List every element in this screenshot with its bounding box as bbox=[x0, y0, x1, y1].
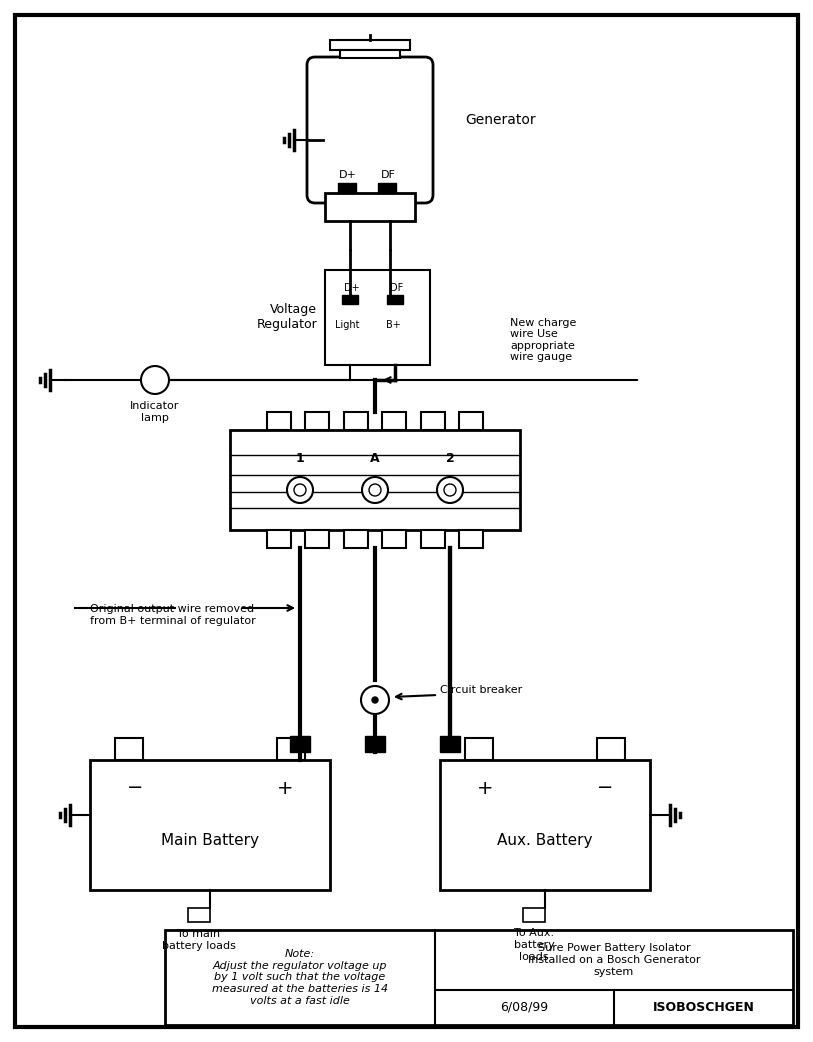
Bar bbox=[267, 530, 290, 548]
Bar bbox=[230, 430, 520, 530]
Circle shape bbox=[372, 697, 378, 703]
Bar bbox=[523, 908, 545, 922]
Bar bbox=[597, 738, 625, 760]
Bar bbox=[325, 193, 415, 221]
Text: 2: 2 bbox=[446, 451, 454, 465]
Circle shape bbox=[361, 686, 389, 714]
Bar bbox=[421, 530, 445, 548]
Text: A: A bbox=[370, 451, 380, 465]
Text: DF: DF bbox=[380, 170, 395, 180]
Circle shape bbox=[287, 477, 313, 503]
Bar bbox=[440, 736, 460, 752]
Bar bbox=[340, 50, 400, 58]
Text: Note:
Adjust the regulator voltage up
by 1 volt such that the voltage
measured a: Note: Adjust the regulator voltage up by… bbox=[212, 949, 388, 1006]
Text: ISOBOSCHGEN: ISOBOSCHGEN bbox=[653, 1001, 754, 1014]
Bar bbox=[267, 412, 290, 430]
Text: −: − bbox=[597, 778, 613, 797]
Text: Voltage
Regulator: Voltage Regulator bbox=[256, 303, 317, 331]
Bar bbox=[387, 295, 403, 304]
Text: New charge
wire Use
appropriate
wire gauge: New charge wire Use appropriate wire gau… bbox=[510, 318, 576, 363]
Bar bbox=[165, 931, 793, 1025]
Circle shape bbox=[294, 483, 306, 496]
Text: Aux. Battery: Aux. Battery bbox=[498, 833, 593, 847]
Bar bbox=[459, 530, 484, 548]
Circle shape bbox=[369, 483, 381, 496]
Bar bbox=[465, 738, 493, 760]
Bar bbox=[188, 908, 210, 922]
Bar bbox=[290, 736, 310, 752]
Bar bbox=[365, 736, 385, 752]
Text: B+: B+ bbox=[385, 320, 400, 330]
Bar bbox=[382, 412, 406, 430]
Text: Original output wire removed
from B+ terminal of regulator: Original output wire removed from B+ ter… bbox=[90, 604, 256, 626]
Text: Indicator
lamp: Indicator lamp bbox=[130, 401, 180, 423]
Text: Generator: Generator bbox=[465, 113, 536, 127]
Bar bbox=[459, 412, 484, 430]
Bar bbox=[330, 40, 410, 50]
Text: Light: Light bbox=[335, 320, 359, 330]
Circle shape bbox=[444, 483, 456, 496]
Bar bbox=[382, 530, 406, 548]
Text: Sure Power Battery Isolator
Installed on a Bosch Generator
system: Sure Power Battery Isolator Installed on… bbox=[528, 943, 700, 976]
Bar bbox=[305, 530, 329, 548]
Text: 6/08/99: 6/08/99 bbox=[501, 1001, 549, 1014]
Bar bbox=[325, 270, 430, 365]
Circle shape bbox=[437, 477, 463, 503]
Bar bbox=[440, 760, 650, 890]
Text: +: + bbox=[276, 778, 293, 797]
Bar bbox=[344, 530, 367, 548]
Text: DF: DF bbox=[390, 283, 403, 293]
Bar bbox=[115, 738, 143, 760]
Circle shape bbox=[141, 366, 169, 394]
Text: 1: 1 bbox=[296, 451, 304, 465]
Bar bbox=[342, 295, 358, 304]
Text: Main Battery: Main Battery bbox=[161, 833, 259, 847]
Bar bbox=[90, 760, 330, 890]
FancyBboxPatch shape bbox=[307, 57, 433, 203]
Text: To main
battery loads: To main battery loads bbox=[162, 929, 236, 950]
Bar bbox=[378, 183, 396, 193]
Text: Circuit breaker: Circuit breaker bbox=[440, 685, 522, 695]
Text: D+: D+ bbox=[344, 283, 360, 293]
Text: −: − bbox=[127, 778, 143, 797]
Bar bbox=[338, 183, 356, 193]
Text: D+: D+ bbox=[339, 170, 357, 180]
Bar bbox=[277, 738, 305, 760]
Text: To Aux.
battery
loads: To Aux. battery loads bbox=[514, 928, 554, 962]
Circle shape bbox=[362, 477, 388, 503]
Bar bbox=[421, 412, 445, 430]
Text: +: + bbox=[476, 778, 493, 797]
Bar bbox=[305, 412, 329, 430]
Bar bbox=[344, 412, 367, 430]
